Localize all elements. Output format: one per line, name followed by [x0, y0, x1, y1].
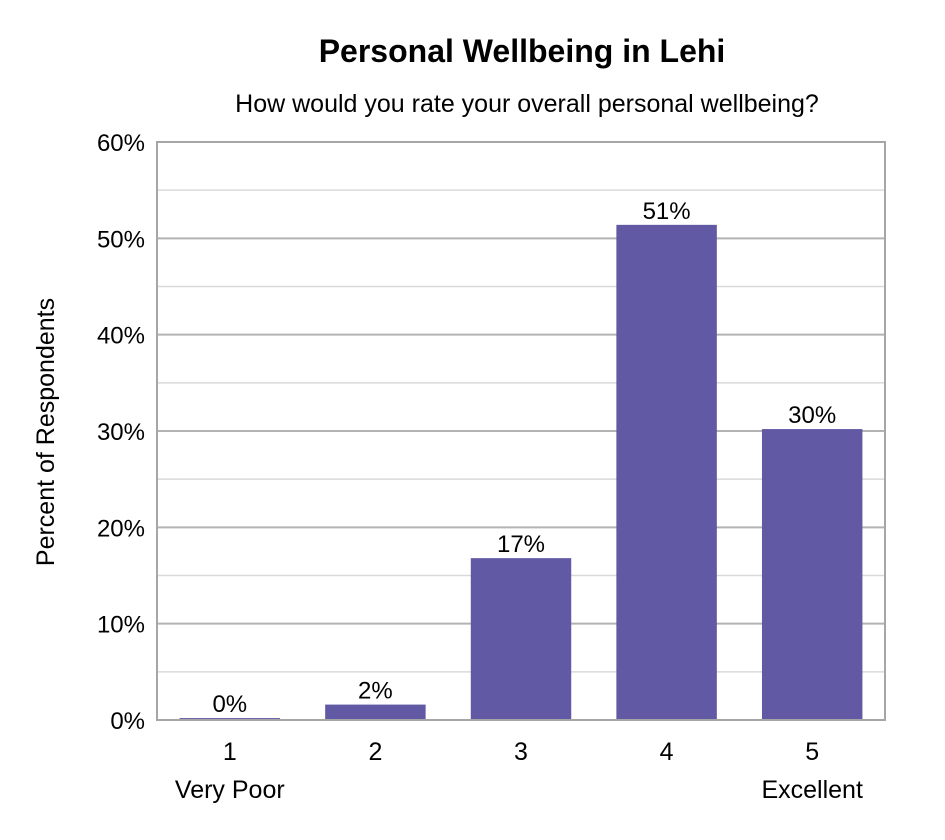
- y-tick-label: 10%: [97, 612, 145, 639]
- data-label-2: 2%: [358, 678, 393, 705]
- y-tick-label: 30%: [97, 419, 145, 446]
- data-label-3: 17%: [497, 531, 545, 558]
- chart-title: Personal Wellbeing in Lehi: [319, 33, 726, 69]
- y-axis-label: Percent of Respondents: [32, 298, 60, 566]
- y-tick-labels: 0% 10% 20% 30% 40% 50% 60%: [97, 130, 145, 735]
- bar-2: [325, 704, 426, 720]
- y-tick-label: 0%: [110, 708, 145, 735]
- data-labels: 0% 2% 17% 51% 30%: [212, 198, 836, 718]
- x-tick-sublabel-1: Very Poor: [175, 776, 285, 804]
- x-tick-label-4: 4: [660, 738, 674, 766]
- x-tick-sublabel-5: Excellent: [761, 776, 862, 804]
- x-tick-label-1: 1: [223, 738, 237, 766]
- x-tick-label-2: 2: [368, 738, 382, 766]
- y-tick-label: 20%: [97, 515, 145, 542]
- x-tick-label-3: 3: [514, 738, 528, 766]
- data-label-5: 30%: [788, 402, 836, 429]
- data-label-4: 51%: [643, 198, 691, 225]
- x-tick-labels: 1 Very Poor 2 3 4 5 Excellent: [175, 738, 863, 804]
- plot-area-frame: [156, 141, 886, 721]
- bar-4: [616, 224, 717, 720]
- bar-3: [470, 558, 572, 720]
- y-tick-label: 60%: [97, 130, 145, 157]
- x-tick-label-5: 5: [805, 738, 819, 766]
- y-tick-label: 40%: [97, 323, 145, 350]
- data-label-1: 0%: [212, 691, 247, 718]
- y-tick-label: 50%: [97, 226, 145, 253]
- bar-5: [761, 429, 863, 720]
- bars: [179, 224, 863, 720]
- chart-subtitle: How would you rate your overall personal…: [235, 90, 819, 118]
